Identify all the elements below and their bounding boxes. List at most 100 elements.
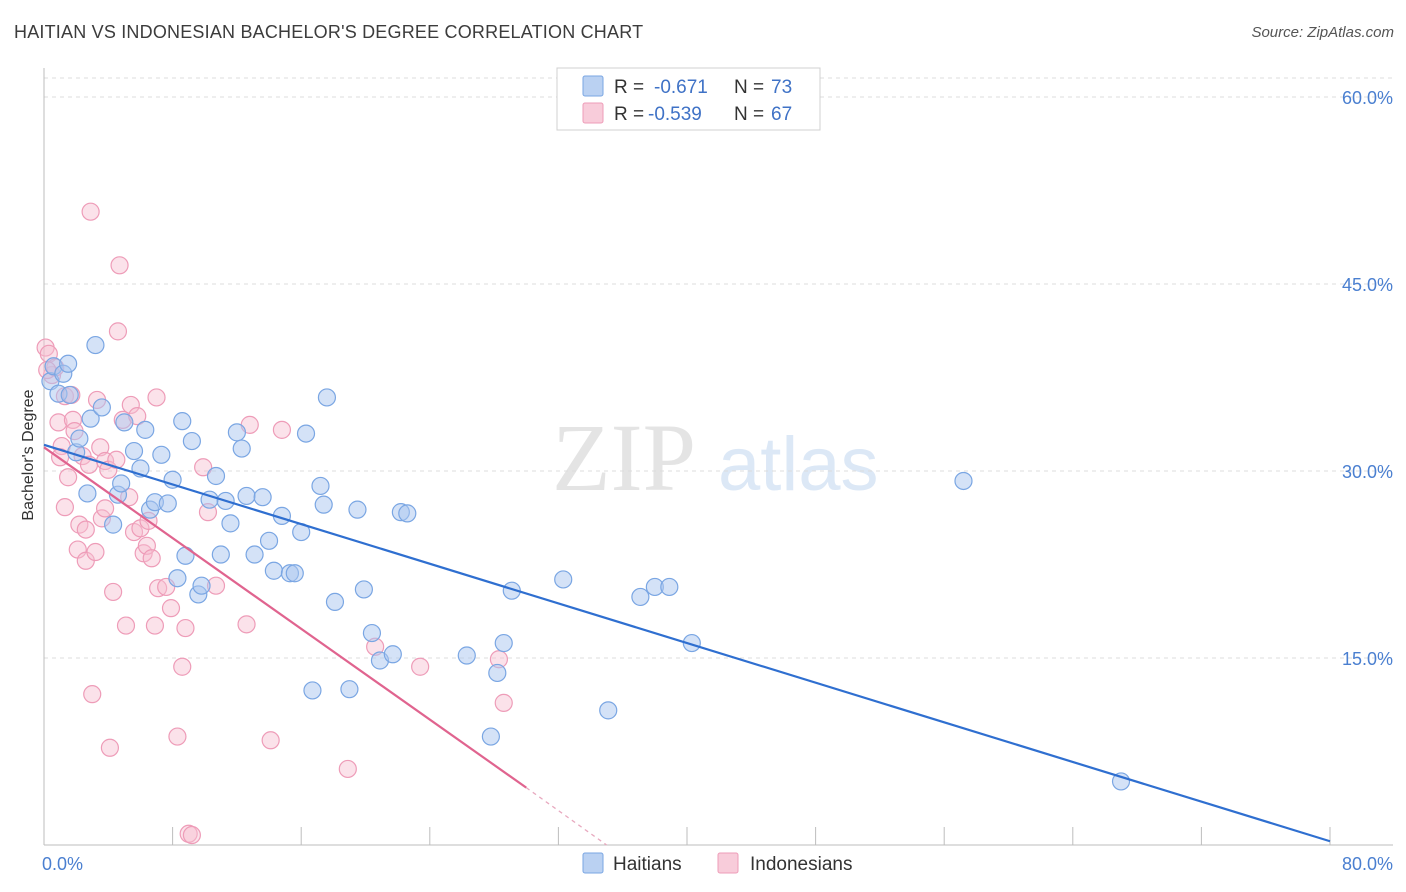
point-haitians xyxy=(457,646,476,665)
point-indonesians xyxy=(168,727,187,746)
point-indonesians xyxy=(182,825,201,845)
bottom-legend-label-haitians: Haitians xyxy=(613,854,682,875)
y-tick-label: 45.0% xyxy=(1342,275,1393,295)
point-indonesians xyxy=(86,542,105,562)
point-haitians xyxy=(259,531,279,550)
point-haitians xyxy=(660,577,679,597)
point-indonesians xyxy=(49,413,68,432)
point-haitians xyxy=(173,412,192,431)
point-haitians xyxy=(152,445,171,464)
point-haitians xyxy=(211,545,230,564)
gridlines xyxy=(44,77,1393,659)
point-haitians xyxy=(115,413,134,432)
y-tick-label: 60.0% xyxy=(1342,88,1393,108)
point-haitians xyxy=(59,354,78,373)
point-haitians xyxy=(314,495,333,514)
point-indonesians xyxy=(272,420,292,439)
point-haitians xyxy=(383,645,402,664)
y-axis-title: Bachelor's Degree xyxy=(20,389,37,520)
point-indonesians xyxy=(411,657,430,676)
point-haitians xyxy=(398,504,417,523)
legend-r-value-indonesians: -0.539 xyxy=(648,104,702,125)
source-credit: Source: ZipAtlas.com xyxy=(1251,24,1394,41)
legend-r-label-haitians: R = xyxy=(614,77,644,98)
point-haitians xyxy=(78,484,97,503)
point-haitians xyxy=(311,476,330,496)
point-indonesians xyxy=(142,549,161,568)
point-haitians xyxy=(348,500,367,519)
point-haitians xyxy=(221,514,240,533)
trend-line-haitians xyxy=(43,443,1331,843)
axes xyxy=(43,68,1393,846)
point-haitians xyxy=(92,398,111,417)
point-haitians xyxy=(206,466,226,486)
point-haitians xyxy=(954,471,973,491)
legend-r-label-indonesians: R = xyxy=(614,104,644,125)
legend-swatch-indonesians xyxy=(582,102,604,124)
point-haitians xyxy=(168,569,187,588)
point-haitians xyxy=(81,409,100,428)
point-haitians xyxy=(631,587,650,607)
y-tick-label: 15.0% xyxy=(1342,649,1393,669)
point-indonesians xyxy=(107,450,126,469)
point-haitians xyxy=(86,335,105,355)
watermark-atlas: atlas xyxy=(718,422,879,507)
point-indonesians xyxy=(176,618,195,638)
point-indonesians xyxy=(121,395,140,415)
legend-n-value-haitians: 73 xyxy=(771,77,792,98)
legend-n-label-haitians: N = xyxy=(734,77,764,98)
point-indonesians xyxy=(161,599,181,618)
point-haitians xyxy=(340,680,359,699)
point-haitians xyxy=(112,474,131,493)
point-haitians xyxy=(354,580,373,599)
point-haitians xyxy=(182,431,201,451)
point-haitians xyxy=(253,488,272,507)
point-haitians xyxy=(232,439,251,458)
trend-line-indonesians-extension xyxy=(525,787,608,846)
point-haitians xyxy=(158,494,177,513)
legend-n-label-indonesians: N = xyxy=(734,104,764,125)
point-indonesians xyxy=(261,731,280,750)
point-indonesians xyxy=(194,458,213,477)
point-haitians xyxy=(237,486,256,506)
point-indonesians xyxy=(91,438,110,457)
point-indonesians xyxy=(95,499,115,518)
y-tick-label: 30.0% xyxy=(1342,462,1393,482)
point-indonesians xyxy=(173,657,192,676)
point-indonesians xyxy=(494,693,513,712)
point-haitians xyxy=(124,441,144,461)
point-haitians xyxy=(317,388,337,407)
point-indonesians xyxy=(145,616,165,635)
trend-line-indonesians xyxy=(43,446,527,789)
point-indonesians xyxy=(147,388,166,407)
point-indonesians xyxy=(338,759,357,779)
chart-title: HAITIAN VS INDONESIAN BACHELOR'S DEGREE … xyxy=(14,22,644,42)
correlation-legend: R = -0.671 N = 73 R = -0.539 N = 67 xyxy=(556,67,821,131)
point-haitians xyxy=(192,576,211,595)
watermark-zip: ZIP xyxy=(552,404,696,511)
point-indonesians xyxy=(81,202,100,221)
point-indonesians xyxy=(59,468,78,487)
point-haitians xyxy=(227,423,246,442)
point-indonesians xyxy=(63,410,83,429)
point-haitians xyxy=(494,633,513,653)
point-haitians xyxy=(481,727,500,746)
x-tick-labels: 0.0% 80.0% xyxy=(42,854,1393,874)
series-haitians-points xyxy=(41,335,1131,791)
point-indonesians xyxy=(83,685,102,704)
point-haitians xyxy=(325,592,345,612)
point-haitians xyxy=(296,424,316,443)
legend-n-value-indonesians: 67 xyxy=(771,104,792,125)
bottom-legend-label-indonesians: Indonesians xyxy=(750,854,852,875)
point-haitians xyxy=(264,561,283,580)
point-haitians xyxy=(488,663,507,683)
point-indonesians xyxy=(108,322,128,341)
series-legend: Haitians Indonesians xyxy=(582,852,852,875)
point-indonesians xyxy=(76,520,95,539)
point-haitians xyxy=(554,570,573,589)
point-haitians xyxy=(285,564,304,583)
point-haitians xyxy=(303,681,322,700)
point-haitians xyxy=(104,515,123,534)
point-haitians xyxy=(599,701,618,720)
